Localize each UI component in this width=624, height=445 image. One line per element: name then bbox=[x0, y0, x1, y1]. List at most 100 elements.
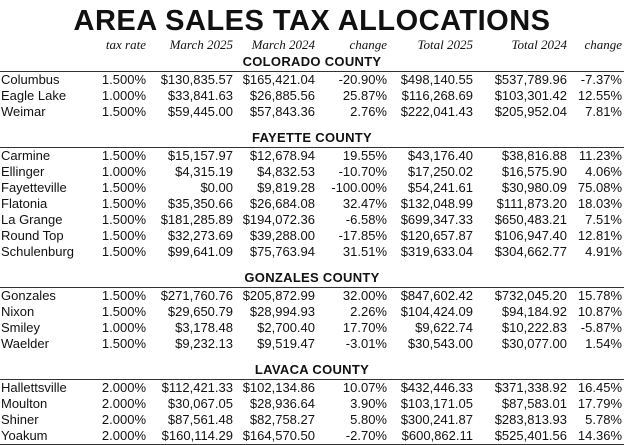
cell-monthly-change: 31.51% bbox=[342, 244, 387, 259]
cell-march-2024: $9,819.28 bbox=[257, 180, 315, 195]
cell-monthly-change: -100.00% bbox=[331, 180, 387, 195]
cell-tax-rate: 2.000% bbox=[101, 412, 146, 427]
cell-march-2025: $9,232.13 bbox=[175, 336, 233, 351]
table-row: Yoakum 2.000% $160,114.29 $164,570.50 -2.70%… bbox=[0, 428, 624, 445]
cell-tax-rate: 1.500% bbox=[101, 336, 146, 351]
table-row: Flatonia 1.500% $35,350.66 $26,684.08 32.47%… bbox=[0, 196, 624, 212]
cell-tax-rate: 1.500% bbox=[101, 212, 146, 227]
cell-total-change: 10.87% bbox=[577, 304, 622, 319]
cell-total-2025: $222,041.43 bbox=[400, 104, 473, 119]
table-row: Ellinger 1.000% $4,315.19 $4,832.53 -10.70% $… bbox=[0, 164, 624, 180]
county-header-row: FAYETTE COUNTY bbox=[0, 129, 624, 148]
cell-march-2024: $26,885.56 bbox=[249, 88, 315, 103]
cell-total-change: 5.78% bbox=[585, 412, 622, 427]
cell-march-2024: $28,994.93 bbox=[249, 304, 315, 319]
page-title: AREA SALES TAX ALLOCATIONS bbox=[73, 5, 551, 37]
cell-tax-rate: 2.000% bbox=[101, 380, 146, 395]
cell-total-2024: $304,662.77 bbox=[494, 244, 567, 259]
cell-march-2025: $0.00 bbox=[200, 180, 233, 195]
header-row: tax rate March 2025 March 2024 change Total … bbox=[0, 36, 624, 53]
cell-march-2025: $181,285.89 bbox=[160, 212, 233, 227]
cell-march-2025: $99,641.09 bbox=[167, 244, 233, 259]
cell-march-2024: $164,570.50 bbox=[233, 428, 315, 445]
cell-monthly-change: 25.87% bbox=[342, 88, 387, 103]
table-row: Schulenburg 1.500% $99,641.09 $75,763.94 31.… bbox=[0, 244, 624, 260]
county-header-row: COLORADO COUNTY bbox=[0, 53, 624, 72]
cell-total-2024: $205,952.04 bbox=[494, 104, 567, 119]
cell-march-2024: $26,684.08 bbox=[249, 196, 315, 211]
cell-total-change: 12.55% bbox=[577, 88, 622, 103]
cell-total-change: 75.08% bbox=[577, 180, 622, 195]
table-row: Nixon 1.500% $29,650.79 $28,994.93 2.26% $104… bbox=[0, 304, 624, 320]
cell-tax-rate: 1.500% bbox=[101, 196, 146, 211]
cell-march-2025: $3,178.48 bbox=[175, 320, 233, 335]
column-header-total-change: change bbox=[584, 36, 622, 52]
cell-monthly-change: 3.90% bbox=[350, 396, 387, 411]
cell-tax-rate: 1.000% bbox=[101, 320, 146, 335]
cell-city: Columbus bbox=[1, 72, 60, 87]
cell-total-2025: $9,622.74 bbox=[415, 320, 473, 335]
table-row: Gonzales 1.500% $271,760.76 $205,872.99 32.0… bbox=[0, 288, 624, 305]
cell-total-2025: $43,176.40 bbox=[407, 148, 473, 163]
page: AREA SALES TAX ALLOCATIONS tax rate March… bbox=[0, 5, 624, 445]
cell-monthly-change: -17.85% bbox=[338, 228, 387, 243]
cell-total-2025: $116,268.69 bbox=[401, 88, 473, 103]
cell-total-2024: $732,045.20 bbox=[494, 288, 567, 303]
cell-total-2024: $650,483.21 bbox=[494, 212, 567, 227]
cell-tax-rate: 2.000% bbox=[101, 396, 146, 411]
cell-city: Moulton bbox=[1, 396, 48, 411]
column-header-city bbox=[0, 36, 92, 53]
column-header-march-2024: March 2024 bbox=[251, 36, 315, 52]
cell-city: La Grange bbox=[1, 212, 63, 227]
column-header-total-2024: Total 2024 bbox=[511, 36, 567, 52]
cell-city: Weimar bbox=[1, 104, 46, 119]
cell-march-2025: $35,350.66 bbox=[167, 196, 233, 211]
cell-march-2024: $82,758.27 bbox=[249, 412, 315, 427]
cell-city: Round Top bbox=[1, 228, 64, 243]
cell-total-2025: $54,241.61 bbox=[407, 180, 473, 195]
cell-total-2024: $87,583.01 bbox=[501, 396, 567, 411]
cell-monthly-change: -6.58% bbox=[345, 212, 387, 227]
table-row: Hallettsville 2.000% $112,421.33 $102,134.8… bbox=[0, 380, 624, 397]
cell-march-2025: $15,157.97 bbox=[167, 148, 233, 163]
cell-total-2024: $30,077.00 bbox=[501, 336, 567, 351]
cell-total-2025: $699,347.33 bbox=[400, 212, 473, 227]
cell-tax-rate: 1.500% bbox=[101, 180, 146, 195]
cell-city: Gonzales bbox=[1, 288, 56, 303]
cell-total-2025: $132,048.99 bbox=[400, 196, 473, 211]
cell-march-2025: $30,067.05 bbox=[167, 396, 233, 411]
cell-total-change: 16.45% bbox=[577, 380, 622, 395]
cell-total-2024: $283,813.93 bbox=[494, 412, 567, 427]
cell-total-change: 18.03% bbox=[577, 196, 622, 211]
cell-monthly-change: -3.01% bbox=[345, 336, 387, 351]
cell-total-2025: $432,446.33 bbox=[400, 380, 473, 395]
county-name: FAYETTE COUNTY bbox=[0, 129, 624, 148]
cell-total-2025: $498,140.55 bbox=[400, 72, 473, 87]
column-header-tax-rate: tax rate bbox=[105, 36, 146, 52]
cell-total-change: 17.79% bbox=[577, 396, 622, 411]
cell-total-2024: $525,401.56 bbox=[473, 428, 567, 445]
cell-total-change: 12.81% bbox=[577, 228, 622, 243]
cell-monthly-change: 17.70% bbox=[342, 320, 387, 335]
cell-march-2025: $130,835.57 bbox=[160, 72, 233, 87]
cell-total-2024: $103,301.42 bbox=[494, 88, 567, 103]
table-row: Shiner 2.000% $87,561.48 $82,758.27 5.80% $30… bbox=[0, 412, 624, 428]
cell-march-2025: $32,273.69 bbox=[167, 228, 233, 243]
cell-monthly-change: -10.70% bbox=[338, 164, 387, 179]
cell-march-2024: $102,134.86 bbox=[242, 380, 315, 395]
cell-monthly-change: 2.26% bbox=[350, 304, 387, 319]
county-header-row: LAVACA COUNTY bbox=[0, 361, 624, 380]
cell-total-2024: $537,789.96 bbox=[494, 72, 567, 87]
table-row: Weimar 1.500% $59,445.00 $57,843.36 2.76% $22… bbox=[0, 104, 624, 120]
cell-total-change: 4.06% bbox=[585, 164, 622, 179]
cell-city: Flatonia bbox=[1, 196, 48, 211]
cell-total-2024: $38,816.88 bbox=[501, 148, 567, 163]
table-row: Smiley 1.000% $3,178.48 $2,700.40 17.70% $9,6… bbox=[0, 320, 624, 336]
cell-tax-rate: 1.500% bbox=[101, 228, 146, 243]
cell-monthly-change: -20.90% bbox=[338, 72, 387, 87]
cell-total-change: 7.51% bbox=[585, 212, 622, 227]
cell-total-2025: $120,657.87 bbox=[400, 228, 473, 243]
cell-march-2025: $160,114.29 bbox=[146, 428, 233, 445]
cell-monthly-change: 32.47% bbox=[342, 196, 387, 211]
cell-march-2024: $9,519.47 bbox=[257, 336, 315, 351]
